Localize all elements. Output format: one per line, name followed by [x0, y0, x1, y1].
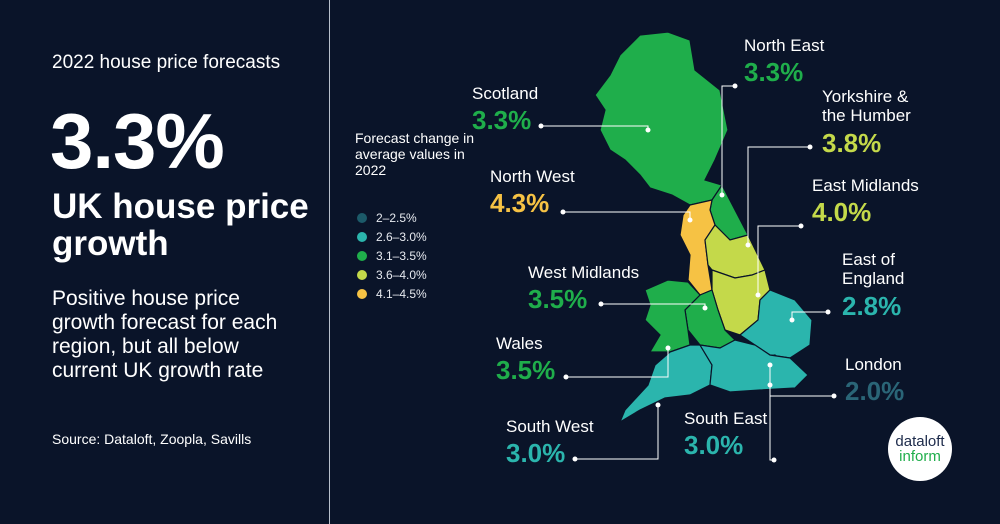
leader-dot [645, 127, 651, 133]
legend-item: 2.6–3.0% [357, 230, 427, 244]
leader-dot [755, 292, 761, 298]
region-name-london: London [845, 355, 902, 374]
legend-swatch [357, 251, 367, 261]
leader-dot [767, 382, 773, 388]
region-value-london: 2.0% [845, 376, 905, 406]
region-value-south-east: 3.0% [684, 430, 744, 460]
region-name-south-east: South East [684, 409, 768, 428]
headline-value: 3.3% [50, 97, 225, 185]
leader-line-south-west [575, 405, 659, 460]
region-value-east-of-england: 2.8% [842, 291, 902, 321]
legend-label: 2.6–3.0% [376, 230, 427, 244]
region-value-yorkshire: 3.8% [822, 128, 882, 158]
region-name-scotland: Scotland [472, 84, 539, 103]
region-name-west-midlands: West Midlands [528, 263, 640, 282]
logo-line1: dataloft [895, 433, 945, 450]
legend-item: 3.1–3.5% [357, 249, 427, 263]
leader-dot [825, 309, 831, 315]
legend-item: 2–2.5% [357, 211, 417, 225]
logo-line2: inform [899, 448, 941, 465]
region-value-wales: 3.5% [496, 355, 556, 385]
leader-dot [807, 144, 813, 150]
legend-swatch [357, 289, 367, 299]
leader-dot [572, 456, 578, 462]
legend-label: 3.6–4.0% [376, 268, 427, 282]
region-value-east-midlands: 4.0% [812, 197, 872, 227]
leader-line-north-west [563, 211, 691, 220]
legend-item: 4.1–4.5% [357, 287, 427, 301]
divider [329, 0, 330, 524]
region-south-east [698, 339, 809, 393]
legend-swatch [357, 232, 367, 242]
region-name-east-midlands: East Midlands [812, 176, 919, 195]
region-name-east-of-england: East of England [842, 250, 905, 288]
leader-dot [798, 223, 804, 229]
leader-line-north-east [721, 85, 735, 195]
leader-dot [655, 402, 661, 408]
leader-dot [598, 301, 604, 307]
leader-dot [745, 242, 751, 248]
dataloft-logo: dataloft inform [888, 417, 952, 481]
region-name-north-east: North East [744, 36, 825, 55]
leader-dot [563, 374, 569, 380]
legend-swatch [357, 213, 367, 223]
subtitle: 2022 house price forecasts [52, 52, 281, 73]
region-name-wales: Wales [496, 334, 543, 353]
legend-title: Forecast change in average values in 202… [355, 130, 475, 178]
leader-line-yorkshire [747, 146, 810, 245]
legend-label: 2–2.5% [376, 211, 417, 225]
legend-swatch [357, 270, 367, 280]
leader-dot [771, 457, 777, 463]
leader-dot [767, 362, 773, 368]
region-value-north-west: 4.3% [490, 188, 550, 218]
leader-dot [732, 83, 738, 89]
region-name-south-west: South West [506, 417, 594, 436]
source: Source: Dataloft, Zoopla, Savills [52, 431, 252, 447]
region-name-north-west: North West [490, 167, 575, 186]
leader-dot [560, 209, 566, 215]
leader-dot [538, 123, 544, 129]
leader-dot [702, 305, 708, 311]
region-value-scotland: 3.3% [472, 105, 532, 135]
headline: UK house price growth [52, 187, 309, 263]
region-east-of-england [738, 289, 813, 359]
region-value-north-east: 3.3% [744, 57, 804, 87]
legend-item: 3.6–4.0% [357, 268, 427, 282]
region-value-south-west: 3.0% [506, 438, 566, 468]
leader-dot [789, 317, 795, 323]
description: Positive house price growth forecast for… [52, 287, 278, 382]
legend-label: 4.1–4.5% [376, 287, 427, 301]
leader-dot [687, 217, 693, 223]
region-scotland [594, 31, 729, 206]
leader-line-east-of-england [791, 311, 828, 320]
leader-dot [831, 393, 837, 399]
legend-label: 3.1–3.5% [376, 249, 427, 263]
leader-line-east-midlands [757, 225, 801, 295]
leader-line-wales [566, 348, 669, 378]
leader-dot [665, 345, 671, 351]
region-value-west-midlands: 3.5% [528, 284, 588, 314]
region-name-yorkshire: Yorkshire & the Humber [822, 87, 911, 125]
leader-dot [719, 192, 725, 198]
